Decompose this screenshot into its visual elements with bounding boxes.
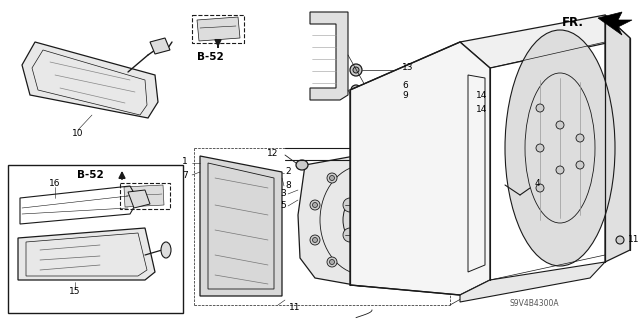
Polygon shape: [310, 12, 348, 100]
Polygon shape: [18, 228, 155, 280]
Text: B-52: B-52: [77, 170, 104, 180]
Text: 12: 12: [267, 149, 278, 158]
Ellipse shape: [327, 173, 337, 183]
Bar: [120, 183, 170, 209]
Ellipse shape: [616, 236, 624, 244]
Text: 4: 4: [535, 179, 541, 188]
Text: FR.: FR.: [562, 16, 584, 28]
Ellipse shape: [373, 198, 387, 212]
Ellipse shape: [413, 238, 417, 242]
Text: B-52: B-52: [196, 52, 223, 62]
Text: 10: 10: [72, 130, 84, 138]
Text: 8: 8: [285, 181, 291, 189]
Text: 9: 9: [402, 92, 408, 100]
Ellipse shape: [576, 161, 584, 169]
Polygon shape: [22, 42, 158, 118]
Ellipse shape: [373, 228, 387, 242]
Ellipse shape: [410, 235, 420, 245]
Ellipse shape: [296, 160, 308, 170]
Ellipse shape: [505, 30, 615, 266]
Bar: [192, 15, 244, 43]
Text: 7: 7: [182, 170, 188, 180]
Text: S9V4B4300A: S9V4B4300A: [510, 300, 559, 308]
Text: 14: 14: [476, 91, 488, 100]
Ellipse shape: [360, 267, 370, 277]
Ellipse shape: [536, 104, 544, 112]
Ellipse shape: [576, 134, 584, 142]
Ellipse shape: [362, 162, 367, 167]
Ellipse shape: [343, 228, 357, 242]
Ellipse shape: [312, 203, 317, 207]
Polygon shape: [350, 42, 490, 295]
Bar: [8, 165, 183, 313]
Ellipse shape: [393, 173, 403, 183]
Polygon shape: [197, 17, 240, 41]
Ellipse shape: [327, 257, 337, 267]
Ellipse shape: [362, 270, 367, 275]
Text: 13: 13: [402, 63, 413, 72]
Polygon shape: [200, 156, 282, 296]
Text: 11: 11: [628, 235, 639, 244]
Ellipse shape: [360, 160, 370, 170]
Ellipse shape: [353, 67, 359, 73]
Ellipse shape: [556, 166, 564, 174]
Text: 1: 1: [182, 158, 188, 167]
Ellipse shape: [161, 242, 171, 258]
Ellipse shape: [343, 193, 387, 247]
Ellipse shape: [393, 257, 403, 267]
Ellipse shape: [353, 205, 377, 235]
Ellipse shape: [353, 87, 358, 93]
Text: 5: 5: [280, 201, 286, 210]
Ellipse shape: [413, 200, 423, 210]
Polygon shape: [124, 185, 164, 207]
Text: 16: 16: [49, 179, 61, 188]
Ellipse shape: [310, 200, 320, 210]
Ellipse shape: [536, 144, 544, 152]
Polygon shape: [605, 15, 630, 262]
Text: 2: 2: [285, 167, 291, 176]
Ellipse shape: [536, 184, 544, 192]
Text: 15: 15: [69, 287, 81, 296]
Ellipse shape: [330, 259, 335, 264]
Polygon shape: [598, 12, 632, 35]
Polygon shape: [460, 262, 605, 302]
Polygon shape: [128, 190, 150, 208]
Ellipse shape: [556, 121, 564, 129]
Text: 14: 14: [476, 106, 488, 115]
Ellipse shape: [415, 203, 420, 207]
Polygon shape: [150, 38, 170, 54]
Polygon shape: [460, 15, 630, 68]
Text: 11: 11: [289, 303, 301, 313]
Text: 3: 3: [280, 189, 286, 197]
Ellipse shape: [343, 198, 357, 212]
Text: 6: 6: [402, 80, 408, 90]
Ellipse shape: [330, 175, 335, 181]
Ellipse shape: [312, 238, 317, 242]
Ellipse shape: [310, 235, 320, 245]
Ellipse shape: [396, 259, 401, 264]
Ellipse shape: [351, 85, 361, 95]
Ellipse shape: [396, 175, 401, 181]
Ellipse shape: [350, 64, 362, 76]
Polygon shape: [298, 155, 430, 286]
